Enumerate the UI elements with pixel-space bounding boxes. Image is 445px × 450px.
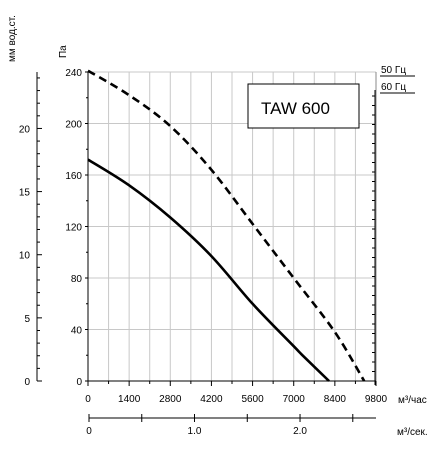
mm-tick-label: 5 xyxy=(24,314,30,325)
sec-axis-unit: м³/сек. xyxy=(397,427,428,438)
pa-tick-label: 160 xyxy=(65,171,82,182)
model-label-box xyxy=(247,83,360,129)
pa-tick-label: 120 xyxy=(65,223,82,234)
sec-tick-label: 1.0 xyxy=(188,426,202,437)
pa-tick-label: 40 xyxy=(71,326,83,337)
series-lines xyxy=(87,69,366,382)
mm-tick-label: 15 xyxy=(19,188,31,199)
sec-tick-label: 0 xyxy=(86,426,92,437)
x-tick-label: 2800 xyxy=(159,394,182,405)
legend-label-60hz: 60 Гц xyxy=(381,82,406,93)
model-label: TAW 600 xyxy=(261,99,330,118)
x-tick-label: 5600 xyxy=(241,394,264,405)
mm-tick-label: 10 xyxy=(19,251,31,262)
x-axis-unit: м³/час xyxy=(398,395,427,406)
legend-label-50hz: 50 Гц xyxy=(381,65,406,76)
pa-tick-label: 80 xyxy=(71,274,83,285)
pa-tick-label: 200 xyxy=(65,120,82,131)
x-tick-label: 1400 xyxy=(118,394,141,405)
x-tick-label: 4200 xyxy=(200,394,223,405)
pa-axis-unit: Па xyxy=(58,45,69,58)
series-line-solid xyxy=(87,158,330,382)
x-tick-label: 7000 xyxy=(283,394,306,405)
x-tick-label: 0 xyxy=(85,394,91,405)
pa-tick-label: 0 xyxy=(76,377,82,388)
mm-tick-label: 0 xyxy=(24,377,30,388)
mm-tick-label: 20 xyxy=(19,124,31,135)
x-tick-label: 9800 xyxy=(365,394,388,405)
sec-tick-label: 2.0 xyxy=(293,426,307,437)
series-line-dashed xyxy=(87,69,366,382)
mm-axis-unit: мм вод.ст. xyxy=(7,15,18,62)
pa-tick-label: 240 xyxy=(65,68,82,79)
x-tick-label: 8400 xyxy=(324,394,347,405)
